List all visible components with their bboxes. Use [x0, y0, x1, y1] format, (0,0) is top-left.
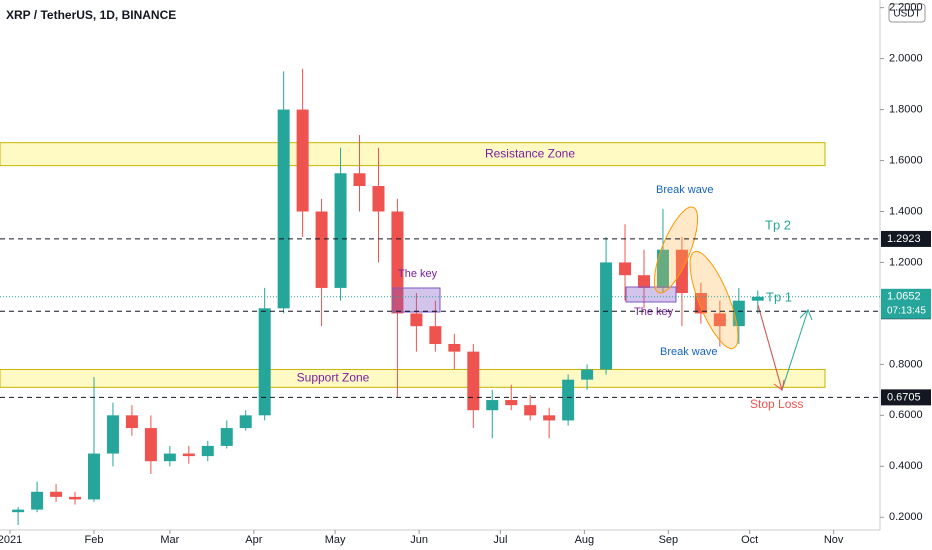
candle-body: [106, 415, 119, 454]
x-tick-label: Oct: [741, 534, 758, 546]
x-tick-label: Aug: [575, 534, 595, 546]
arrow-head: [773, 379, 785, 391]
annotation: Stop Loss: [750, 397, 803, 411]
candle-body: [543, 415, 556, 421]
x-tick-label: 2021: [0, 534, 22, 546]
y-tick-label: 0.6000: [889, 409, 923, 421]
key-box: [625, 286, 677, 303]
level-box: [881, 230, 931, 247]
x-tick-label: Jun: [410, 534, 428, 546]
zone-label: Resistance Zone: [485, 146, 575, 160]
candle-body: [713, 313, 726, 327]
candle-body: [372, 186, 385, 212]
candle-body: [87, 453, 100, 500]
candle-body: [163, 453, 176, 462]
y-tick-label: 2.2000: [889, 2, 923, 14]
candle-body: [296, 109, 309, 212]
zone: [0, 368, 826, 388]
key-box: [392, 287, 441, 313]
zones: Resistance Zone Support Zone: [0, 142, 826, 388]
candle-body: [619, 262, 632, 276]
candle-body: [239, 415, 252, 429]
candle-body: [315, 211, 328, 288]
candle-body: [220, 428, 233, 446]
x-tick-label: Mar: [160, 534, 179, 546]
last-price-label: 1.0652: [887, 291, 921, 303]
currency: USDT: [893, 9, 920, 20]
candle-body: [353, 173, 366, 187]
annotation: Tp 1: [766, 289, 792, 304]
x-tick-label: Jul: [493, 534, 507, 546]
candle-body: [334, 173, 347, 288]
candle-body: [31, 491, 44, 510]
level-label: 0.6705: [887, 391, 921, 403]
zone: [0, 142, 826, 167]
x-tick-label: Feb: [85, 534, 104, 546]
annotation: Break wave: [660, 346, 717, 358]
candle-body: [581, 369, 594, 380]
zone-label: Support Zone: [297, 371, 370, 385]
annotation: The key: [634, 306, 674, 318]
sl-arrow: [757, 304, 783, 391]
y-tick-label: 0.2000: [889, 511, 923, 523]
annotation: Tp 2: [765, 217, 791, 232]
candle-body: [656, 249, 669, 288]
candle-body: [125, 415, 138, 429]
annotation: The key: [398, 268, 438, 280]
candle-body: [448, 343, 461, 352]
annotation: Break wave: [656, 184, 713, 196]
x-tick-label: Apr: [245, 534, 262, 546]
candle-body: [505, 400, 518, 406]
candle-body: [258, 308, 271, 416]
y-tick-label: 1.4000: [889, 205, 923, 217]
arrow-head: [799, 309, 813, 321]
last-price-box: [881, 288, 931, 319]
candle-body: [562, 379, 575, 421]
y-tick-label: 1.8000: [889, 103, 923, 115]
currency-box: [888, 3, 926, 23]
level-label: 1.2923: [887, 233, 921, 245]
candle-body: [12, 509, 25, 513]
y-tick-label: 2.0000: [889, 53, 923, 65]
wave-ellipse: [689, 250, 739, 350]
plot: [12, 68, 764, 525]
countdown: 07:13:45: [887, 305, 926, 316]
y-tick-label: 0.4000: [889, 460, 923, 472]
y-tick-label: 1.2000: [889, 256, 923, 268]
candle-body: [410, 313, 423, 327]
x-tick-label: Nov: [824, 534, 844, 546]
x-tick-label: May: [325, 534, 346, 546]
candle-body: [467, 351, 480, 411]
candle-body: [694, 293, 707, 314]
chart-title: XRP / TetherUS, 1D, BINANCE: [6, 8, 176, 22]
candle-body: [675, 249, 688, 294]
candle-body: [486, 400, 499, 411]
candle-body: [429, 326, 442, 344]
candle-body: [524, 405, 537, 416]
level-box: [881, 389, 931, 406]
candle-body: [277, 109, 290, 309]
x-tick-label: Sep: [659, 534, 679, 546]
y-tick-label: 1.6000: [889, 154, 923, 166]
candle-body: [600, 262, 613, 370]
wave-ellipse: [653, 206, 699, 294]
candle-body: [144, 428, 157, 462]
candle-body: [201, 445, 214, 457]
candle-body: [50, 491, 63, 497]
candle-body: [751, 296, 764, 301]
y-tick-label: 0.8000: [889, 358, 923, 370]
candle-body: [69, 496, 82, 500]
candle-body: [182, 453, 195, 457]
candle-body: [637, 275, 650, 288]
